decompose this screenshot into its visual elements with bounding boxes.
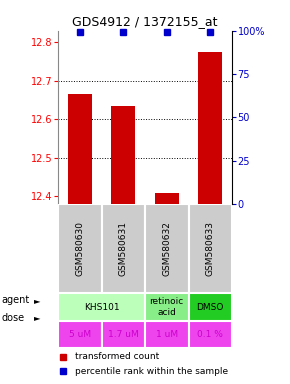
Bar xyxy=(111,106,135,204)
Text: 1 uM: 1 uM xyxy=(156,330,178,339)
Bar xyxy=(58,204,102,293)
Text: percentile rank within the sample: percentile rank within the sample xyxy=(75,367,229,376)
Bar xyxy=(188,204,232,293)
Bar xyxy=(102,321,145,348)
Bar xyxy=(68,94,92,204)
Text: GSM580630: GSM580630 xyxy=(75,221,84,276)
Bar xyxy=(58,321,102,348)
Text: agent: agent xyxy=(1,295,30,305)
Text: retinoic
acid: retinoic acid xyxy=(150,297,184,317)
Text: 5 uM: 5 uM xyxy=(69,330,91,339)
Bar xyxy=(58,293,145,321)
Bar xyxy=(155,193,179,204)
Text: 1.7 uM: 1.7 uM xyxy=(108,330,139,339)
Title: GDS4912 / 1372155_at: GDS4912 / 1372155_at xyxy=(72,15,218,28)
Text: GSM580631: GSM580631 xyxy=(119,221,128,276)
Text: KHS101: KHS101 xyxy=(84,303,119,311)
Text: DMSO: DMSO xyxy=(197,303,224,311)
Bar xyxy=(145,293,188,321)
Text: dose: dose xyxy=(1,313,25,323)
Text: 0.1 %: 0.1 % xyxy=(197,330,223,339)
Bar xyxy=(188,321,232,348)
Bar xyxy=(145,321,188,348)
Text: GSM580632: GSM580632 xyxy=(162,221,171,276)
Text: transformed count: transformed count xyxy=(75,353,160,361)
Text: GSM580633: GSM580633 xyxy=(206,221,215,276)
Text: ►: ► xyxy=(34,313,41,323)
Bar xyxy=(198,52,222,204)
Bar xyxy=(188,293,232,321)
Bar xyxy=(145,204,188,293)
Text: ►: ► xyxy=(34,296,41,305)
Bar xyxy=(102,204,145,293)
